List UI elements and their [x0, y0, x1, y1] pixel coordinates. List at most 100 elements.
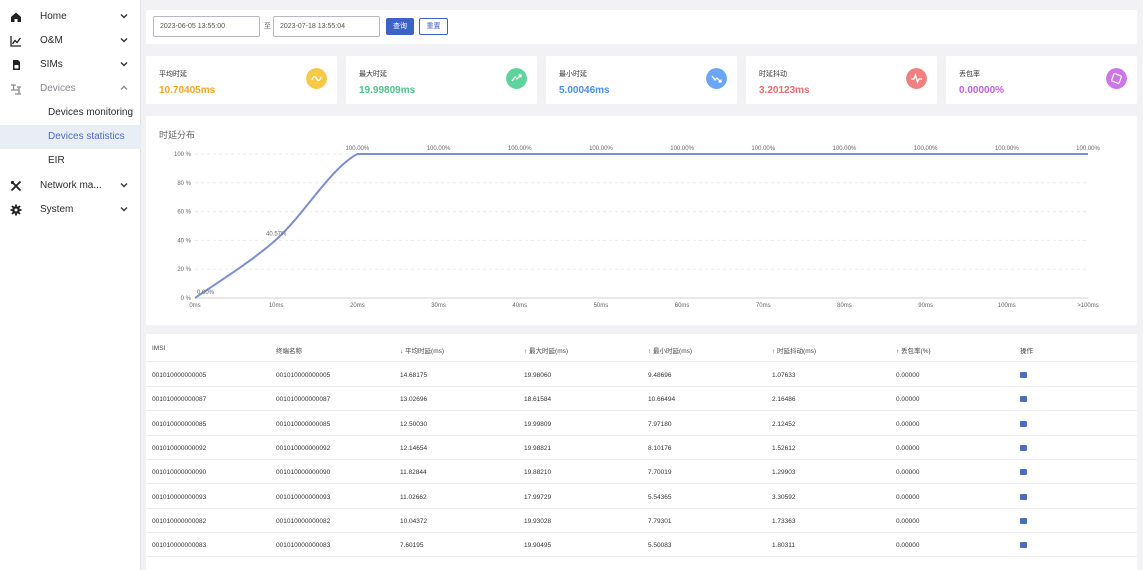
- chevron-down-icon: [120, 183, 128, 188]
- table-cell: 001010000000087: [276, 396, 331, 404]
- chevron-down-icon: [120, 38, 128, 43]
- view-details-icon[interactable]: [1020, 420, 1027, 427]
- sidebar-item-system[interactable]: System: [0, 198, 141, 222]
- table-header: IMSI 终端名称 ↓ 平均时延(ms) ↑ 最大时延(ms) ↑ 最小时延(ms) ↑ …: [146, 334, 1137, 362]
- table-cell: 7.79301: [648, 517, 672, 525]
- stat-card-packet-loss: 丢包率 0.00000%: [946, 56, 1137, 104]
- sidebar-item-home[interactable]: Home: [0, 5, 141, 29]
- table-cell: 1.29903: [772, 469, 796, 477]
- table-cell: 12.50030: [400, 420, 428, 428]
- stat-card-min-latency: 最小时延 5.00046ms: [546, 56, 737, 104]
- table-cell: 001010000000087: [152, 396, 207, 404]
- data-label: 100.00%: [1076, 146, 1100, 152]
- stat-card-max-latency: 最大时延 19.99809ms: [346, 56, 537, 104]
- end-date-input[interactable]: 2023-07-18 13:55:04: [273, 16, 380, 37]
- reset-button[interactable]: 重置: [419, 18, 448, 35]
- table-cell: 18.61584: [524, 396, 552, 404]
- card-title: 丢包率: [959, 71, 980, 78]
- table-cell: 7.70019: [648, 469, 672, 477]
- data-label: 100.00%: [589, 146, 613, 152]
- column-header[interactable]: ↓ 平均时延(ms): [400, 348, 445, 355]
- column-header: 终端名称: [276, 348, 302, 355]
- query-button[interactable]: 查询: [386, 18, 414, 35]
- card-value: 10.70405ms: [159, 85, 216, 96]
- column-header[interactable]: ↑ 时延抖动(ms): [772, 348, 817, 355]
- view-details-icon[interactable]: [1020, 469, 1027, 476]
- table-cell: 19.90495: [524, 542, 552, 550]
- table-cell: 3.30592: [772, 493, 796, 501]
- table-row: 001010000000087 001010000000087 13.02696 18…: [146, 387, 1137, 412]
- x-tick-label: 100ms: [998, 303, 1016, 309]
- x-tick-label: 90ms: [918, 303, 933, 309]
- view-details-icon[interactable]: [1020, 372, 1027, 378]
- wave-icon: [306, 68, 327, 89]
- table-cell: 0.00000: [896, 372, 920, 379]
- sidebar-item-network[interactable]: Network ma...: [0, 174, 141, 198]
- table-cell: 7.97180: [648, 420, 672, 428]
- table-cell: 001010000000083: [276, 542, 331, 550]
- x-tick-label: 50ms: [594, 303, 609, 309]
- sidebar-sub-devices-monitoring[interactable]: Devices monitoring: [48, 107, 134, 118]
- table-cell: 001010000000090: [276, 469, 331, 477]
- sim-icon: [13, 60, 20, 70]
- view-details-icon[interactable]: [1020, 542, 1027, 549]
- sidebar-sub-devices-statistics[interactable]: Devices statistics: [0, 125, 141, 149]
- table-cell: 10.04372: [400, 517, 428, 525]
- sidebar-item-sims[interactable]: SIMs: [0, 53, 141, 77]
- table-cell: 1.73363: [772, 517, 796, 525]
- table-cell: 19.98060: [524, 372, 552, 379]
- card-title: 时延抖动: [759, 71, 787, 78]
- table-cell: 19.88210: [524, 469, 552, 477]
- table-row: 001010000000005 001010000000005 14.68175 19…: [146, 363, 1137, 387]
- table-cell: 19.93028: [524, 517, 552, 525]
- x-tick-label: 0ms: [189, 303, 200, 309]
- data-label: 100.00%: [508, 146, 532, 152]
- view-details-icon[interactable]: [1020, 396, 1027, 403]
- column-header[interactable]: ↑ 丢包率(%): [896, 348, 931, 355]
- card-value: 0.00000%: [959, 85, 1005, 96]
- sidebar-sub-eir[interactable]: EIR: [48, 155, 65, 166]
- devices-icon: [11, 84, 21, 95]
- tools-icon: [10, 180, 22, 192]
- x-tick-label: 80ms: [837, 303, 852, 309]
- y-tick-label: 20 %: [177, 267, 191, 273]
- gear-icon: [10, 204, 22, 216]
- chevron-down-icon: [120, 207, 128, 212]
- chart-svg: 0 % 20 % 40 % 60 % 80 % 100 % 0ms 10ms 20ms 30ms 4…: [174, 146, 1101, 309]
- table-cell: 001010000000083: [152, 542, 207, 550]
- table-cell: 001010000000085: [152, 420, 207, 428]
- sidebar-item-devices[interactable]: Devices: [0, 77, 141, 101]
- card-title: 最小时延: [559, 71, 587, 78]
- table-cell: 2.12452: [772, 420, 796, 428]
- column-header[interactable]: ↑ 最小时延(ms): [648, 348, 693, 355]
- table-cell: 001010000000092: [276, 444, 331, 452]
- table-cell: 1.80311: [772, 542, 796, 550]
- stat-card-jitter: 时延抖动 3.20123ms: [746, 56, 937, 104]
- table-cell: 001010000000005: [152, 372, 207, 379]
- table-cell: 0.00000: [896, 396, 920, 404]
- view-details-icon[interactable]: [1020, 444, 1027, 451]
- data-label: 100.00%: [346, 146, 370, 152]
- table-cell: 14.68175: [400, 372, 428, 379]
- table-cell: 11.82844: [400, 469, 427, 477]
- stat-card-avg-latency: 平均时延 10.70405ms: [146, 56, 337, 104]
- sidebar: Home O&M SIMs Devices Devices monitoring…: [0, 0, 141, 570]
- x-tick-label: 40ms: [512, 303, 527, 309]
- view-details-icon[interactable]: [1020, 493, 1027, 500]
- date-separator: 至: [264, 23, 271, 30]
- chart-title: 时延分布: [159, 130, 196, 140]
- table-cell: 13.02696: [400, 396, 428, 404]
- sidebar-item-om[interactable]: O&M: [0, 29, 141, 53]
- table-row: 001010000000082 001010000000082 10.04372 19…: [146, 509, 1137, 533]
- table-cell: 19.98821: [524, 444, 552, 452]
- data-label: 100.00%: [670, 146, 694, 152]
- table-cell: 1.52612: [772, 444, 796, 452]
- start-date-input[interactable]: 2023-06-05 13:55:00: [153, 16, 260, 37]
- data-label: 100.00%: [751, 146, 775, 152]
- card-title: 最大时延: [359, 71, 387, 78]
- latency-distribution-chart: 时延分布 0 % 20 % 40 % 60 % 80 % 100 % 0ms 10ms 20ms…: [146, 116, 1137, 325]
- card-value: 3.20123ms: [759, 85, 810, 96]
- column-header[interactable]: ↑ 最大时延(ms): [524, 348, 569, 355]
- chart-icon: [10, 36, 22, 47]
- view-details-icon[interactable]: [1020, 517, 1027, 524]
